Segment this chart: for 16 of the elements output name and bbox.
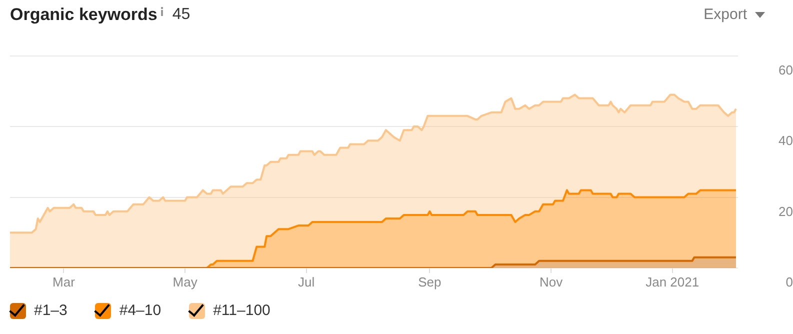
x-tick-label: Mar [52,274,76,290]
chart-subtitle: 45 [172,6,190,24]
x-tick-label: Sep [418,274,442,290]
x-tick-label: May [172,274,198,290]
legend-label: #11–100 [213,302,270,319]
y-tick-label: 20 [778,204,793,219]
legend-label: #4–10 [119,302,162,319]
y-tick-label: 40 [778,133,793,148]
x-tick-label: Nov [539,274,564,290]
text: Export [704,6,747,23]
chart-title: Organic keywords [10,5,158,25]
y-tick-label: 60 [778,62,793,78]
x-tick-label: Jul [298,274,315,290]
x-tick-label: Jan 2021 [646,274,700,290]
legend-label: #1–3 [34,302,68,319]
y-tick-label: 0 [786,274,793,290]
